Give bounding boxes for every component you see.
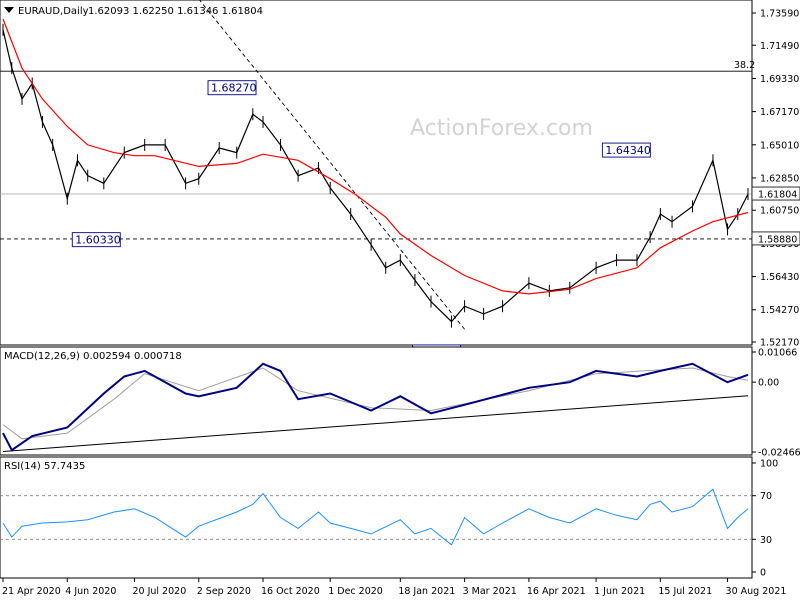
macd-panel: MACD(12,26,9) 0.002594 0.000718 0.010660…: [0, 346, 800, 459]
x-tick-label: 15 Jul 2021: [658, 586, 712, 597]
macd-line: [2, 362, 749, 452]
x-tick-label: 21 Apr 2020: [2, 586, 61, 597]
price-y-tick-label: 1.69330: [760, 74, 799, 85]
price-y-tick-label: 1.54270: [760, 305, 799, 316]
macd-panel-frame: [0, 346, 753, 456]
x-tick-label: 18 Jan 2021: [398, 586, 455, 597]
support-price-box: [751, 231, 800, 246]
price-annotation-box: [71, 232, 121, 248]
price-y-tick-label: 1.60750: [760, 206, 799, 217]
price-y-tick-label: 1.56430: [760, 272, 799, 283]
price-y-axis: 1.73590 1.71490 1.69330 1.67170 1.65010 1.628…: [751, 9, 800, 349]
macd-y-tick-label: 0.00: [758, 378, 779, 389]
watermark: ActionForex.com: [410, 116, 593, 141]
support-price-box-label: 1.58880: [758, 234, 797, 245]
symbol-title: EURAUD,Daily: [18, 6, 89, 17]
price-series: [2, 0, 749, 330]
x-tick-label: 1 Jun 2021: [594, 586, 645, 597]
ohlc-header: 1.62093 1.62250 1.61346 1.61804: [88, 6, 263, 17]
macd-y-axis: 0.01066 0.00 -0.024664: [752, 348, 800, 459]
price-y-tick-label: 1.67170: [760, 107, 799, 118]
price-y-tick-label: 1.71490: [760, 41, 799, 52]
x-tick-label: 30 Aug 2021: [726, 586, 787, 597]
moving-average-line: [2, 18, 749, 295]
macd-series: [2, 362, 749, 453]
rsi-y-tick-label: 100: [760, 459, 778, 470]
fib-level-label: 38.2: [734, 60, 755, 71]
price-y-tick-label: 1.52170: [760, 338, 799, 349]
macd-y-tick-label: 0.01066: [758, 348, 797, 359]
rsi-title: RSI(14) 57.7435: [4, 461, 85, 472]
price-annotation-label: 1.60330: [75, 234, 121, 247]
rsi-y-tick-label: 70: [760, 491, 772, 502]
price-annotation-box: [207, 80, 257, 96]
price-panel: EURAUD,Daily 1.62093 1.62250 1.61346 1.6…: [0, 0, 800, 360]
x-tick-label: 3 Mar 2021: [463, 586, 517, 597]
rsi-series: [0, 488, 752, 546]
price-y-tick-label: 1.65010: [760, 140, 799, 151]
x-tick-label: 16 Oct 2020: [261, 586, 320, 597]
price-annotation-box: [601, 142, 651, 158]
price-gridlines: 38.2: [0, 60, 755, 240]
rsi-y-axis: 100 70 30 0: [752, 459, 778, 579]
macd-title: MACD(12,26,9) 0.002594 0.000718: [4, 351, 182, 362]
rsi-panel: RSI(14) 57.7435 100 70 30 0: [0, 456, 778, 579]
price-trendline: [198, 0, 465, 330]
x-tick-label: 4 Jun 2020: [65, 586, 116, 597]
x-tick-label: 1 Dec 2020: [328, 586, 383, 597]
current-price-box-label: 1.61804: [758, 190, 797, 201]
x-tick-label: 20 Jul 2020: [132, 586, 186, 597]
current-price-box: [751, 186, 800, 201]
price-y-tick-label: 1.62850: [760, 173, 799, 184]
price-panel-frame: [0, 0, 753, 346]
rsi-y-tick-label: 30: [760, 535, 772, 546]
price-annotation: 1.68270: [207, 80, 257, 96]
price-y-tick-label: 1.73590: [760, 9, 799, 20]
macd-y-tick-label: -0.024664: [758, 448, 800, 459]
x-tick-label: 2 Sep 2020: [197, 586, 251, 597]
menu-triangle-icon[interactable]: [4, 7, 14, 13]
rsi-y-tick-label: 0: [760, 568, 766, 579]
price-annotation-label: 1.68270: [211, 82, 256, 95]
price-annotation-label: 1.64340: [605, 144, 651, 157]
x-axis: 21 Apr 2020 4 Jun 2020 20 Jul 2020 2 Sep 20…: [2, 578, 786, 597]
price-annotation: 1.64340: [601, 142, 651, 158]
macd-trendline: [2, 395, 749, 453]
rsi-line: [2, 488, 749, 546]
price-annotation: 1.60330: [71, 232, 121, 248]
x-tick-label: 16 Apr 2021: [527, 586, 586, 597]
